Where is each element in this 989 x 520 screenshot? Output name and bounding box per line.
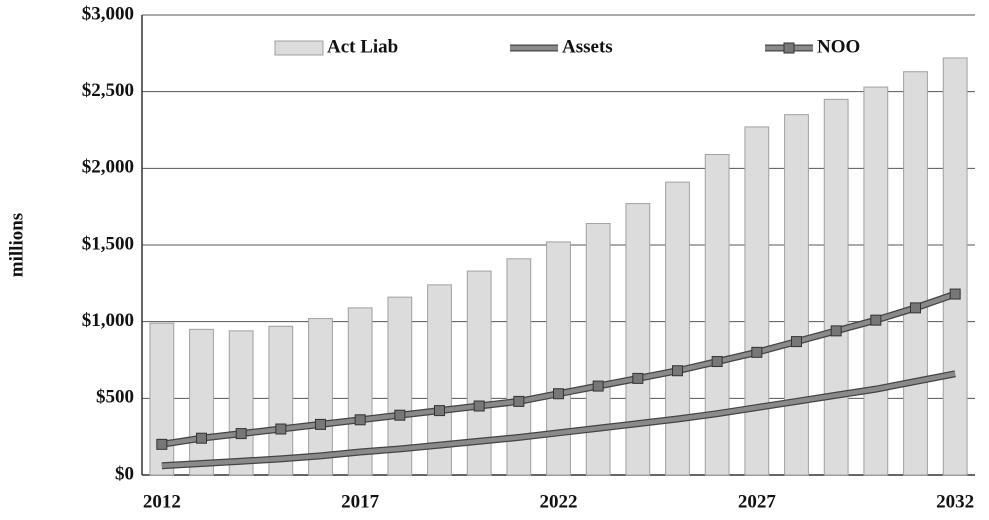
marker xyxy=(513,395,525,407)
marker xyxy=(791,336,802,348)
marker xyxy=(394,409,406,421)
marker xyxy=(632,372,644,384)
legend-label: Assets xyxy=(562,36,613,57)
marker xyxy=(354,414,366,426)
y-tick-label: $3,000 xyxy=(82,3,134,24)
y-tick-label: $500 xyxy=(96,387,134,408)
bar xyxy=(546,241,571,476)
bar xyxy=(228,330,254,476)
bar xyxy=(665,181,690,476)
marker xyxy=(196,432,207,444)
bar xyxy=(704,154,730,476)
marker xyxy=(592,380,604,392)
bar xyxy=(744,126,770,476)
bar xyxy=(347,307,373,476)
marker xyxy=(751,346,763,358)
bar xyxy=(149,322,175,476)
y-axis-label: millions xyxy=(6,213,27,277)
bar xyxy=(863,86,889,476)
marker xyxy=(275,423,287,435)
marker xyxy=(473,400,485,412)
marker xyxy=(830,325,842,337)
marker xyxy=(672,365,683,377)
bar xyxy=(585,223,611,476)
marker xyxy=(315,418,326,430)
line xyxy=(161,371,956,469)
marker xyxy=(870,314,882,326)
x-tick-label: 2017 xyxy=(341,491,380,512)
legend-marker xyxy=(783,42,795,54)
x-tick-label: 2022 xyxy=(540,491,578,512)
x-tick-label: 2027 xyxy=(738,491,777,512)
bar xyxy=(903,71,928,476)
marker xyxy=(553,388,564,400)
bar xyxy=(268,325,294,476)
bar xyxy=(942,57,968,476)
marker xyxy=(949,288,961,300)
marker xyxy=(434,405,445,417)
marker xyxy=(156,438,168,450)
legend-label: Act Liab xyxy=(327,36,398,57)
y-tick-label: $1,500 xyxy=(82,233,134,254)
bar xyxy=(427,284,452,476)
marker xyxy=(910,302,921,314)
y-tick-label: $0 xyxy=(115,463,134,484)
y-tick-label: $1,000 xyxy=(82,310,134,331)
legend-swatch xyxy=(274,40,324,56)
bar xyxy=(189,328,214,476)
bar xyxy=(308,318,333,476)
marker xyxy=(235,428,247,440)
legend-label: NOO xyxy=(817,36,860,57)
bar xyxy=(625,203,651,476)
x-tick-label: 2012 xyxy=(143,491,181,512)
bar xyxy=(506,258,532,476)
y-tick-label: $2,500 xyxy=(82,80,134,101)
x-tick-label: 2032 xyxy=(936,491,974,512)
bar xyxy=(823,98,849,476)
marker xyxy=(711,356,723,368)
bar xyxy=(784,114,809,476)
y-tick-label: $2,000 xyxy=(82,157,134,178)
bar xyxy=(466,270,492,476)
bar xyxy=(387,296,413,476)
